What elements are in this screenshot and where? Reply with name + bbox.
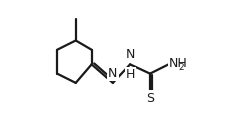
Text: N: N [125, 48, 135, 61]
Text: N: N [108, 67, 118, 80]
Text: NH: NH [169, 57, 188, 70]
Text: H: H [125, 68, 135, 81]
Text: S: S [146, 92, 154, 105]
Text: 2: 2 [178, 62, 184, 72]
